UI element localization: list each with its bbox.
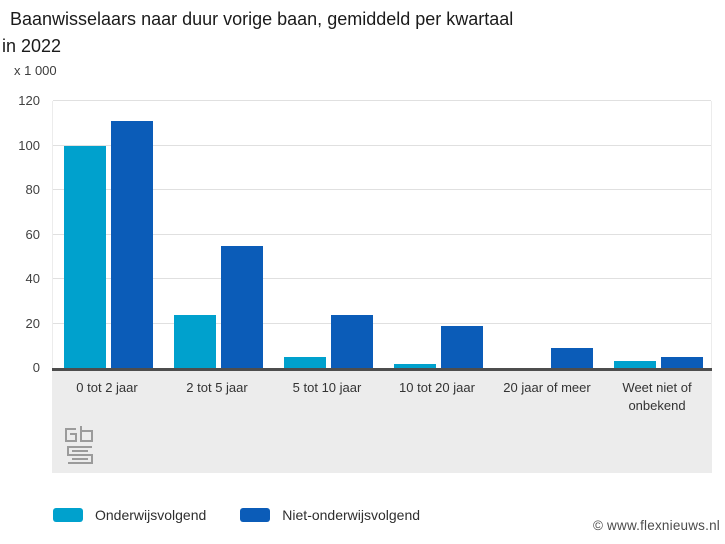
- gridline-120: [53, 100, 711, 101]
- bar-niet-onderwijsvolgend-2-tot-5-jaar: [220, 245, 263, 368]
- y-tick-label-120: 120: [18, 93, 40, 108]
- legend-label-onderwijsvolgend: Onderwijsvolgend: [95, 507, 207, 523]
- y-axis-tick-labels: 0 20 40 60 80 100 120: [0, 0, 44, 544]
- x-axis-labels: 0 tot 2 jaar 2 tot 5 jaar 5 tot 10 jaar 10 …: [52, 371, 712, 415]
- bar-niet-onderwijsvolgend-5-tot-10-jaar: [330, 314, 373, 368]
- y-tick-label-20: 20: [25, 315, 40, 331]
- bar-onderwijsvolgend-5-tot-10-jaar: [283, 356, 326, 368]
- cbs-logo: [65, 426, 93, 464]
- bar-niet-onderwijsvolgend-weet-niet-of-onbekend: [660, 356, 703, 368]
- legend-swatch-onderwijsvolgend: [53, 508, 83, 522]
- x-label-text: 2 tot 5 jaar: [186, 380, 248, 395]
- x-label-0-tot-2-jaar: 0 tot 2 jaar: [52, 371, 162, 415]
- x-label-weet-niet-of-onbekend: Weet niet of onbekend: [602, 371, 712, 415]
- bar-niet-onderwijsvolgend-10-tot-20-jaar: [440, 325, 483, 368]
- y-tick-label-60: 60: [25, 226, 40, 242]
- x-axis-baseline: [52, 368, 712, 371]
- y-tick-label-80: 80: [25, 182, 40, 197]
- x-label-text: 20 jaar of meer: [503, 380, 591, 395]
- y-tick-label-0: 0: [32, 360, 40, 375]
- legend-item-onderwijsvolgend: Onderwijsvolgend: [53, 507, 206, 523]
- y-tick-label-40: 40: [25, 271, 40, 286]
- x-label-20-jaar-of-meer: 20 jaar of meer: [492, 371, 602, 415]
- legend-label-niet-onderwijsvolgend: Niet-onderwijsvolgend: [282, 507, 421, 523]
- chart-title: Baanwisselaars naar duur vorige baan, ge…: [2, 6, 702, 60]
- bar-groups: [53, 101, 713, 368]
- gridline-20: [53, 322, 711, 324]
- x-label-5-tot-10-jaar: 5 tot 10 jaar: [272, 371, 382, 415]
- bar-onderwijsvolgend-0-tot-2-jaar: [63, 145, 106, 368]
- gridline-40: [53, 278, 711, 279]
- x-label-10-tot-20-jaar: 10 tot 20 jaar: [382, 371, 492, 415]
- plot-area: [52, 100, 713, 368]
- bar-onderwijsvolgend-weet-niet-of-onbekend: [613, 361, 656, 368]
- bar-onderwijsvolgend-2-tot-5-jaar: [173, 314, 216, 368]
- gridline-100: [53, 144, 711, 146]
- chart-title-line1: Baanwisselaars naar duur vorige baan, ge…: [10, 9, 514, 29]
- watermark: © www.flexnieuws.nl: [592, 518, 720, 533]
- bar-group-0-tot-2-jaar: [53, 101, 163, 368]
- bar-niet-onderwijsvolgend-0-tot-2-jaar: [110, 121, 153, 368]
- bar-group-weet-niet-of-onbekend: [603, 101, 713, 368]
- x-label-2-tot-5-jaar: 2 tot 5 jaar: [162, 371, 272, 415]
- x-label-text: 5 tot 10 jaar: [292, 380, 362, 395]
- x-label-text: 10 tot 20 jaar: [399, 380, 475, 395]
- bar-onderwijsvolgend-10-tot-20-jaar: [393, 363, 436, 368]
- gridline-60: [53, 233, 711, 235]
- y-axis-unit-label: x 1 000: [14, 63, 57, 78]
- bar-group-2-tot-5-jaar: [163, 101, 273, 368]
- bar-niet-onderwijsvolgend-20-jaar-of-meer: [550, 347, 593, 368]
- gridline-80: [53, 189, 711, 190]
- legend: Onderwijsvolgend Niet-onderwijsvolgend: [53, 507, 420, 523]
- bar-group-5-tot-10-jaar: [273, 101, 383, 368]
- x-axis-label-band: 0 tot 2 jaar 2 tot 5 jaar 5 tot 10 jaar 10 …: [52, 371, 712, 473]
- x-label-text: Weet niet of onbekend: [622, 380, 692, 413]
- legend-swatch-niet-onderwijsvolgend: [240, 508, 271, 522]
- x-label-text: 0 tot 2 jaar: [76, 380, 138, 395]
- chart-title-line2: in 2022: [2, 36, 62, 56]
- y-tick-label-100: 100: [18, 137, 40, 153]
- bar-group-10-tot-20-jaar: [383, 101, 493, 368]
- legend-item-niet-onderwijsvolgend: Niet-onderwijsvolgend: [240, 507, 420, 523]
- bar-group-20-jaar-of-meer: [493, 101, 603, 368]
